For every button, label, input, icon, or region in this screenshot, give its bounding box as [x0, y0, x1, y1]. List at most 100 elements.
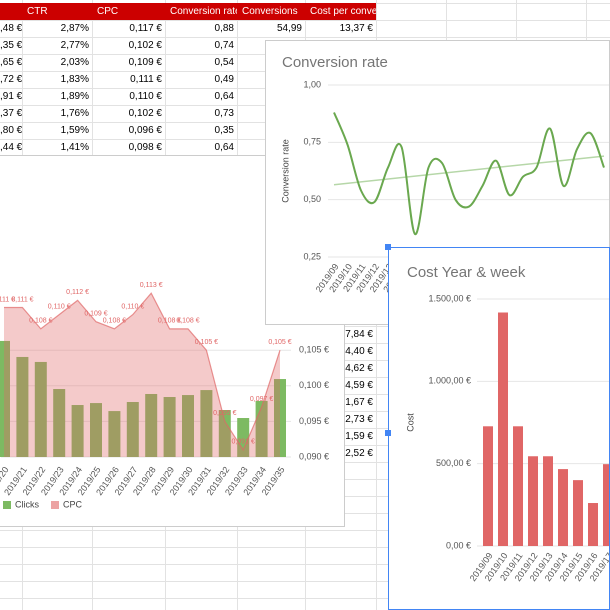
- bar: [603, 464, 609, 546]
- chart: Cost Year & week Cost 0,00 € 500,00 € 1.000,…: [405, 264, 609, 583]
- cell: 0,111 €: [130, 74, 162, 85]
- header-cell: Conversions: [242, 6, 298, 17]
- cell: 0,35: [214, 125, 234, 136]
- cell: ,72 €: [0, 74, 22, 85]
- bar: [218, 410, 231, 457]
- data-label: 0,111 €: [0, 296, 15, 303]
- cell: ,37 €: [0, 108, 22, 119]
- cell: 0,64: [214, 91, 234, 102]
- chart: 0,090 €0,095 €0,100 €0,105 €2019/202019/…: [0, 282, 329, 509]
- cell: ,65 €: [0, 57, 22, 68]
- data-label: 0,109 €: [84, 311, 107, 318]
- bar: [543, 456, 553, 546]
- data-label: 0,111 €: [11, 296, 33, 303]
- y-tick-label: 1.000,00 €: [428, 376, 471, 386]
- cell: 0,73: [214, 108, 234, 119]
- header-cell: CPC: [97, 6, 119, 17]
- chart-frame[interactable]: Cost Year & week Cost 0,00 € 500,00 € 1.000,…: [388, 247, 610, 610]
- cell: 1,59 €: [345, 431, 373, 442]
- legend-swatch: [51, 501, 59, 509]
- line: [333, 112, 605, 236]
- cell: 4,59 €: [345, 380, 373, 391]
- data-label: 0,095 €: [213, 410, 236, 417]
- cell: ,91 €: [0, 91, 22, 102]
- bar: [274, 379, 286, 457]
- cell: 1,76%: [60, 108, 89, 119]
- cell: 0,64: [214, 142, 234, 153]
- cell: 54,99: [276, 23, 302, 34]
- bar: [528, 456, 538, 546]
- cell: 0,117 €: [129, 23, 162, 34]
- legend-label: CPC: [63, 499, 83, 509]
- y-tick-label: 500,00 €: [436, 458, 471, 468]
- cell: 0,88: [214, 23, 234, 34]
- header-row: [0, 3, 376, 20]
- cell: 1,89%: [60, 91, 89, 102]
- cell: ,35 €: [0, 40, 22, 51]
- cell: 2,03%: [60, 57, 89, 68]
- bar: [34, 361, 47, 457]
- data-label: 0,105 €: [195, 339, 218, 346]
- legend-swatch: [3, 501, 11, 509]
- cell: 0,096 €: [128, 125, 162, 136]
- bar: [0, 340, 10, 457]
- cell: 1,59%: [60, 125, 89, 136]
- cell: 1,67 €: [345, 397, 373, 408]
- y-tick-label: 0,105 €: [299, 345, 329, 355]
- data-label: 0,091 €: [232, 439, 255, 446]
- cell: 0,102 €: [128, 108, 162, 119]
- y-tick-label: 1.500,00 €: [428, 293, 471, 303]
- data-label: 0,112 €: [66, 289, 89, 296]
- cell: 0,098 €: [128, 142, 162, 153]
- bar: [558, 469, 568, 546]
- data-label: 0,108 €: [176, 318, 199, 325]
- cell: ,48 €: [0, 23, 22, 34]
- area: [4, 293, 280, 457]
- data-label: 0,097 €: [250, 396, 273, 403]
- resize-handle[interactable]: [385, 430, 391, 436]
- header-cell: Cost per conversion: [310, 6, 376, 17]
- bar: [16, 356, 29, 457]
- data-label: 0,105 €: [268, 339, 291, 346]
- cell: 0,102 €: [128, 40, 162, 51]
- data-label: 0,113 €: [140, 282, 163, 289]
- y-tick-label: 0,100 €: [299, 380, 329, 390]
- header-cell: CTR: [27, 6, 48, 17]
- cell: 0,49: [214, 74, 234, 85]
- data-label: 0,110 €: [121, 303, 144, 310]
- trendline: [333, 155, 605, 186]
- data-label: 0,108 €: [103, 318, 126, 325]
- cell: 4,62 €: [345, 363, 373, 374]
- chart-title: Cost Year & week: [407, 264, 526, 281]
- bar: [588, 503, 598, 546]
- cell: 0,109 €: [128, 57, 162, 68]
- cell: 0,110 €: [129, 91, 162, 102]
- bar: [483, 426, 493, 546]
- bar: [182, 395, 194, 457]
- cell: 7,84 €: [345, 329, 373, 340]
- cell: 0,54: [214, 57, 234, 68]
- y-tick-label: 0,095 €: [299, 416, 329, 426]
- cell: 2,52 €: [345, 448, 373, 459]
- cell: ,80 €: [0, 125, 22, 136]
- resize-handle[interactable]: [385, 244, 391, 250]
- bar: [573, 480, 583, 546]
- bar: [513, 426, 523, 546]
- bar: [108, 411, 121, 457]
- cell: 2,77%: [60, 40, 89, 51]
- bar: [53, 389, 66, 457]
- bar: [145, 393, 158, 457]
- y-tick-label: 0,25: [303, 251, 321, 261]
- cell: 4,40 €: [345, 346, 373, 357]
- y-tick-label: 0,75: [303, 137, 321, 147]
- y-tick-label: 0,00 €: [446, 540, 471, 550]
- cell: 1,83%: [60, 74, 89, 85]
- data-label: 0,110 €: [48, 303, 71, 310]
- bar: [126, 401, 139, 457]
- bar: [200, 390, 213, 457]
- cell: 1,41%: [60, 142, 89, 153]
- area-line: [4, 292, 281, 452]
- y-tick-label: 0,090 €: [299, 451, 329, 461]
- bar: [71, 405, 84, 457]
- cell: ,44 €: [0, 142, 22, 153]
